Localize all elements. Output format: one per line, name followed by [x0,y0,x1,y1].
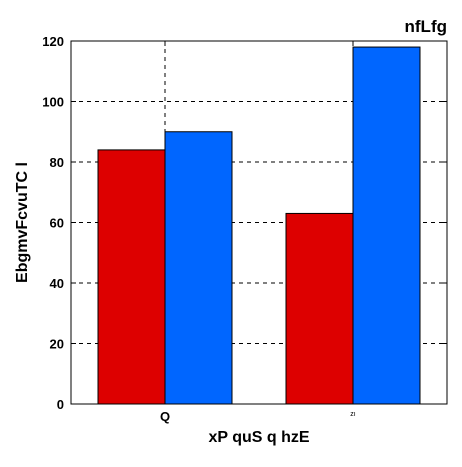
y-tick-label: 20 [50,337,64,352]
chart-title: nfLfg [405,17,447,36]
x-axis-title: xP quS q hzE [208,429,309,446]
x-tick-label: zı [350,411,356,418]
y-tick-label: 0 [57,397,64,412]
x-tick-label: Q [160,409,170,424]
y-tick-label: 80 [50,155,64,170]
bar-layer [97,46,421,405]
y-tick-label: 120 [42,34,64,49]
y-axis-ticks: 0 20 40 60 80 100 120 [42,34,447,412]
y-tick-label: 40 [50,276,64,291]
bar [352,46,421,405]
y-tick-label: 100 [42,95,64,110]
bar [97,149,166,405]
y-tick-label: 60 [50,216,64,231]
y-axis-title: EbgmvFcvuTC l [14,162,31,283]
bar [285,212,354,405]
bar [164,131,233,405]
